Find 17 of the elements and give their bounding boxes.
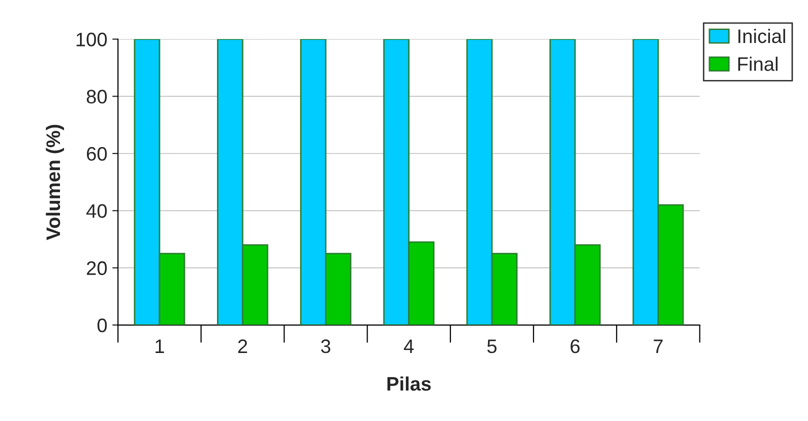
x-tick-label: 3 [321,339,330,354]
y-tick-label: 100 [76,32,107,46]
y-tick-label: 0 [98,318,107,332]
x-tick-label: 5 [487,340,497,354]
x-tick-label: 2 [238,339,248,353]
legend-label: Final [738,56,778,71]
y-tick-label: 80 [86,90,107,104]
x-tick-label: 4 [404,340,414,353]
legend-label: Inicial [738,28,786,44]
x-axis-title: Pilas [387,376,431,391]
y-axis-title: Volumen (%) [46,124,64,240]
x-tick-label: 7 [654,340,663,353]
y-tick-label: 20 [86,261,107,276]
y-tick-label: 40 [86,204,107,218]
y-tick-label: 60 [86,146,107,161]
x-tick-label: 1 [156,340,164,353]
x-tick-label: 6 [570,339,580,354]
